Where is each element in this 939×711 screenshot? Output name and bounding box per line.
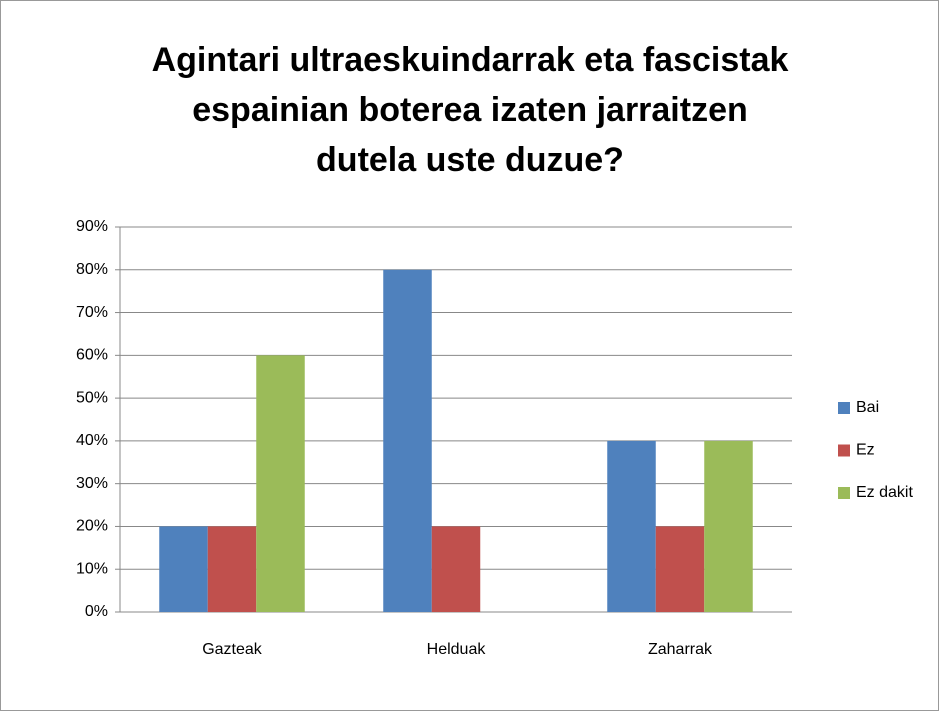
- bar: [207, 526, 257, 612]
- bar: [607, 440, 656, 612]
- y-tick-label: 90%: [76, 218, 108, 235]
- chart-title: espainian boterea izaten jarraitzen: [192, 91, 748, 129]
- bar: [655, 526, 705, 612]
- chart-title: dutela uste duzue?: [316, 141, 624, 179]
- legend-label: Ez dakit: [856, 484, 913, 501]
- bar: [383, 269, 432, 612]
- y-tick-label: 70%: [76, 304, 108, 321]
- bar: [704, 440, 753, 612]
- bar: [431, 526, 481, 612]
- y-tick-label: 30%: [76, 475, 108, 492]
- chart-title: Agintari ultraeskuindarrak eta fascistak: [152, 41, 789, 79]
- legend-swatch: [838, 444, 850, 457]
- x-tick-label: Gazteak: [202, 641, 263, 658]
- y-tick-label: 60%: [76, 347, 108, 364]
- x-tick-label: Helduak: [427, 641, 487, 658]
- x-tick-label: Zaharrak: [648, 641, 713, 658]
- bar: [159, 526, 208, 612]
- y-tick-label: 50%: [76, 389, 108, 406]
- legend-label: Ez: [856, 442, 875, 459]
- y-tick-label: 10%: [76, 560, 108, 577]
- y-tick-label: 40%: [76, 432, 108, 449]
- y-tick-label: 20%: [76, 518, 108, 535]
- bar: [256, 355, 305, 612]
- y-tick-label: 80%: [76, 261, 108, 278]
- legend-swatch: [838, 402, 850, 414]
- y-tick-label: 0%: [85, 603, 108, 620]
- legend-swatch: [838, 487, 850, 499]
- legend-label: Bai: [856, 399, 879, 416]
